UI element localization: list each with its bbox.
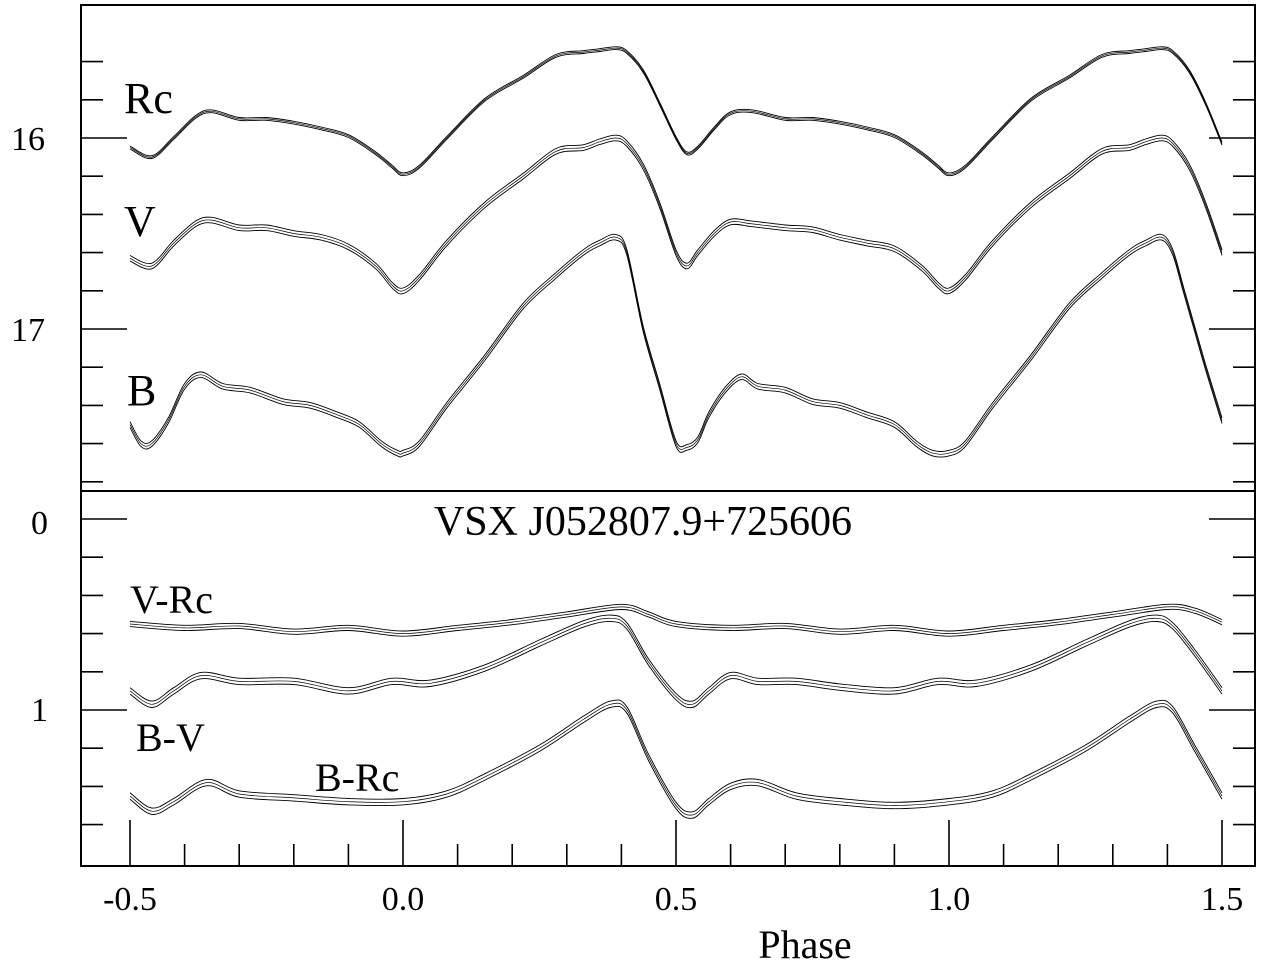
x-tick-label-1.5: 1.5 bbox=[1201, 881, 1244, 918]
series-center-line bbox=[129, 137, 1223, 292]
series-edge-line bbox=[129, 621, 1223, 709]
x-tick-label-1.0: 1.0 bbox=[928, 881, 971, 918]
data-curves bbox=[129, 46, 1223, 819]
series-b-rc-curve bbox=[129, 699, 1223, 819]
series-center-line bbox=[129, 236, 1223, 455]
series-rc-curve bbox=[129, 46, 1223, 177]
series-label-v: V bbox=[124, 197, 156, 246]
axis-ticks bbox=[81, 60, 1255, 866]
series-label-b-v: B-V bbox=[136, 715, 205, 760]
series-b-v-curve bbox=[129, 614, 1223, 709]
x-tick-label-0.5: 0.5 bbox=[655, 881, 698, 918]
y-tick-label-1: 1 bbox=[31, 692, 48, 729]
series-label-b: B bbox=[127, 366, 156, 415]
series-edge-line bbox=[129, 239, 1223, 458]
series-center-line bbox=[129, 606, 1223, 634]
series-edge-line bbox=[129, 49, 1223, 177]
series-edge-line bbox=[129, 140, 1223, 295]
series-center-line bbox=[129, 617, 1223, 705]
series-label-rc: Rc bbox=[124, 74, 173, 123]
x-tick-label-neg0.5: -0.5 bbox=[103, 881, 157, 918]
series-v-curve bbox=[129, 134, 1223, 295]
series-edge-line bbox=[129, 614, 1223, 702]
chart-title: VSX J052807.9+725606 bbox=[434, 499, 852, 545]
series-label-v-rc: V-Rc bbox=[130, 577, 213, 622]
series-edge-line bbox=[129, 233, 1223, 452]
y-tick-label-0: 0 bbox=[31, 505, 48, 542]
x-axis-label: Phase bbox=[758, 922, 851, 967]
series-label-b-rc: B-Rc bbox=[315, 755, 399, 800]
series-edge-line bbox=[129, 699, 1223, 813]
series-center-line bbox=[129, 47, 1223, 175]
x-tick-label-0.0: 0.0 bbox=[382, 881, 425, 918]
series-edge-line bbox=[129, 705, 1223, 819]
series-edge-line bbox=[129, 134, 1223, 289]
bottom-panel-frame bbox=[80, 490, 1256, 867]
series-edge-line bbox=[129, 603, 1223, 632]
series-edge-line bbox=[129, 46, 1223, 174]
series-center-line bbox=[129, 702, 1223, 816]
y-tick-label-16: 16 bbox=[11, 121, 45, 158]
series-v-rc-curve bbox=[129, 603, 1223, 637]
series-b-curve bbox=[129, 233, 1223, 458]
y-tick-label-17: 17 bbox=[11, 312, 45, 349]
series-edge-line bbox=[129, 608, 1223, 637]
